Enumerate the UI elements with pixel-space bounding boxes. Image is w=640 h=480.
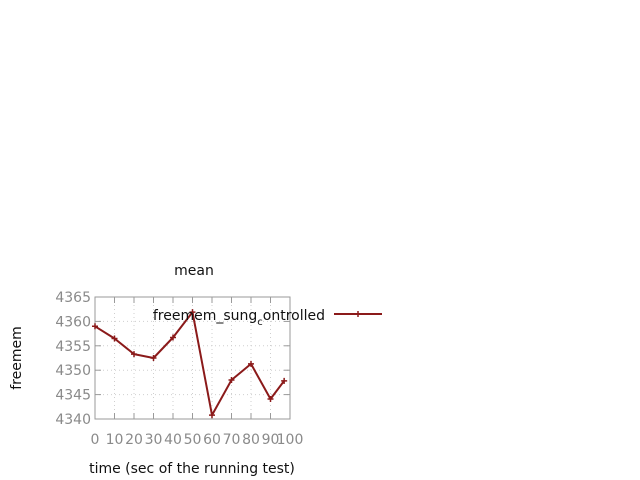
x-tick-label: 0	[91, 432, 100, 448]
data-point	[170, 334, 176, 341]
x-tick-label: 50	[184, 432, 202, 448]
data-point	[189, 309, 196, 316]
data-point	[281, 377, 288, 384]
legend-label-part-2: c	[257, 317, 263, 328]
data-point	[92, 323, 98, 330]
x-tick-label: 80	[242, 432, 260, 448]
x-axis-title: time (sec of the running test)	[89, 461, 295, 477]
data-point	[150, 355, 157, 361]
y-tick-label: 4350	[55, 363, 91, 379]
legend-label-part-3: ontrolled	[263, 308, 325, 324]
y-tick-label: 4345	[55, 388, 91, 404]
x-tick-label: 10	[106, 432, 124, 448]
series-line	[94, 311, 285, 417]
legend-sample	[334, 311, 382, 317]
x-tick-label: 90	[262, 432, 280, 448]
x-tick-label: 30	[145, 432, 163, 448]
data-point	[267, 395, 274, 402]
x-tick-label: 40	[164, 432, 182, 448]
data-point	[131, 351, 137, 358]
series-layer	[92, 309, 288, 419]
chart-title: mean	[174, 263, 214, 279]
y-axis-ticks: 4340 4345 4350 4355 4360 4365	[55, 290, 290, 428]
legend-marker	[355, 311, 361, 317]
legend-label-part-1: freemem_sung	[153, 308, 257, 324]
x-tick-label: 70	[223, 432, 241, 448]
y-tick-label: 4365	[55, 290, 91, 306]
y-axis-title: freemem	[9, 326, 25, 390]
data-point	[209, 412, 215, 419]
data-point	[248, 360, 254, 367]
x-tick-label: 60	[203, 432, 221, 448]
x-tick-label: 100	[277, 432, 304, 448]
y-tick-label: 4340	[55, 412, 91, 428]
x-tick-label: 20	[125, 432, 143, 448]
data-point	[228, 376, 235, 383]
legend-label: freemem_sungcontrolled	[153, 308, 325, 328]
data-point	[111, 335, 118, 342]
y-tick-label: 4360	[55, 314, 91, 330]
legend: freemem_sungcontrolled	[153, 308, 382, 328]
y-tick-label: 4355	[55, 339, 91, 355]
